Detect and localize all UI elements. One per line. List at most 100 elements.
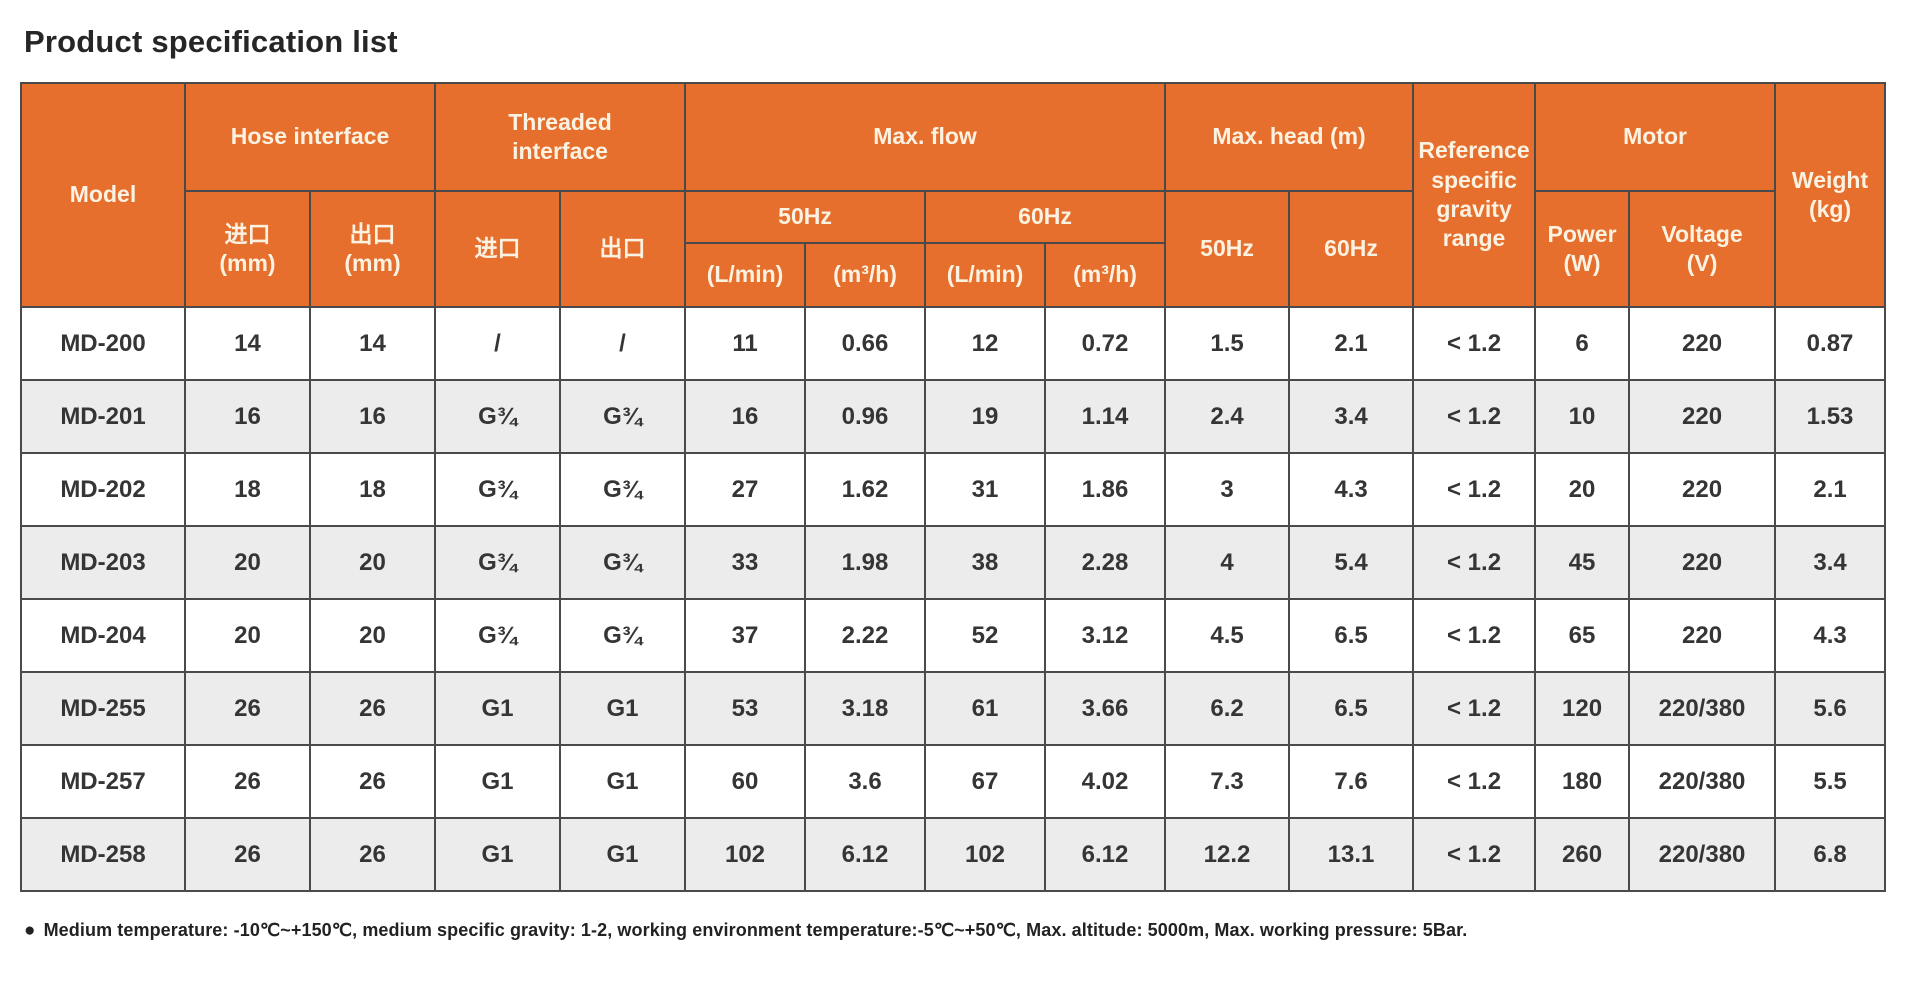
table-cell: 3.4: [1774, 525, 1887, 600]
model-cell: MD-257: [20, 744, 186, 819]
table-cell: G1: [559, 744, 687, 819]
table-cell: < 1.2: [1412, 598, 1537, 673]
table-cell: 2.1: [1774, 452, 1887, 527]
table-cell: 3.66: [1044, 671, 1167, 746]
page-title: Product specification list: [24, 24, 398, 59]
table-cell: 5.6: [1774, 671, 1887, 746]
table-cell: < 1.2: [1412, 817, 1537, 892]
spec-table-header: Model Hose interface Threaded interface …: [20, 82, 1887, 308]
model-cell: MD-258: [20, 817, 186, 892]
col-header-weight: Weight (kg): [1774, 82, 1887, 308]
table-cell: 6: [1534, 306, 1631, 381]
table-cell: 10: [1534, 379, 1631, 454]
table-cell: 180: [1534, 744, 1631, 819]
col-header-m3h-50: (m³/h): [804, 242, 927, 308]
table-cell: G1: [434, 744, 562, 819]
table-cell: 220: [1628, 598, 1777, 673]
table-cell: 11: [684, 306, 807, 381]
bullet-icon: ●: [24, 920, 36, 941]
table-cell: 4.3: [1774, 598, 1887, 673]
table-cell: 2.28: [1044, 525, 1167, 600]
table-cell: /: [559, 306, 687, 381]
table-cell: 0.96: [804, 379, 927, 454]
table-cell: G¾: [559, 379, 687, 454]
footnote: ● Medium temperature: -10℃~+150℃, medium …: [24, 920, 1920, 942]
table-cell: G¾: [434, 598, 562, 673]
table-row: MD-200 14 14//11 0.66 12 0.72 1.5 2.1 < 1.2 6 220 0…: [20, 306, 1887, 381]
col-header-threaded-interface: Threaded interface: [434, 82, 687, 192]
table-cell: 12.2: [1164, 817, 1291, 892]
model-cell: MD-203: [20, 525, 186, 600]
header-row-units: (L/min) (m³/h) (L/min) (m³/h): [21, 242, 1885, 308]
table-cell: G¾: [434, 379, 562, 454]
table-cell: 16: [308, 379, 437, 454]
col-header-hose-outlet: 出口 (mm): [308, 190, 437, 308]
table-cell: G1: [559, 671, 687, 746]
table-cell: 3.18: [804, 671, 927, 746]
spec-table-body: MD-200 14 14//11 0.66 12 0.72 1.5 2.1 < 1.2 6 220 0…: [20, 306, 1887, 892]
table-cell: 6.2: [1164, 671, 1291, 746]
table-cell: 6.5: [1288, 671, 1415, 746]
table-cell: 0.72: [1044, 306, 1167, 381]
table-row: MD-201 16 16 G¾ G¾ 16 0.96 19 1.14 2.4 3.4 < 1.2 10 2…: [20, 379, 1887, 454]
table-cell: 1.14: [1044, 379, 1167, 454]
table-cell: 2.4: [1164, 379, 1291, 454]
table-cell: G1: [559, 817, 687, 892]
col-header-head-50hz: 50Hz: [1164, 190, 1291, 308]
table-cell: 14: [308, 306, 437, 381]
table-cell: 3: [1164, 452, 1291, 527]
table-cell: G1: [434, 817, 562, 892]
table-cell: 16: [684, 379, 807, 454]
table-row: MD-257 26 26 G1 G1 60 3.6 67 4.02 7.3 7.6 < 1.2 180 2…: [20, 744, 1887, 819]
table-cell: 26: [184, 671, 311, 746]
table-cell: 102: [924, 817, 1047, 892]
table-cell: 18: [184, 452, 311, 527]
table-cell: < 1.2: [1412, 671, 1537, 746]
table-cell: G¾: [559, 598, 687, 673]
header-row-groups: Model Hose interface Threaded interface …: [20, 82, 1887, 308]
table-cell: 16: [184, 379, 311, 454]
table-cell: 26: [308, 671, 437, 746]
table-cell: < 1.2: [1412, 452, 1537, 527]
table-cell: 60: [684, 744, 807, 819]
table-cell: 2.22: [804, 598, 927, 673]
table-cell: 102: [684, 817, 807, 892]
table-cell: 5.5: [1774, 744, 1887, 819]
table-cell: 37: [684, 598, 807, 673]
table-cell: 65: [1534, 598, 1631, 673]
table-cell: 4.5: [1164, 598, 1291, 673]
col-header-max-flow: Max. flow: [684, 82, 1167, 192]
table-cell: 3.4: [1288, 379, 1415, 454]
col-header-reference-gravity: Reference specific gravity range: [1412, 82, 1537, 308]
table-cell: 1.53: [1774, 379, 1887, 454]
col-header-lmin-50: (L/min): [684, 242, 807, 308]
col-header-thread-inlet: 进口: [434, 190, 562, 308]
table-cell: 31: [924, 452, 1047, 527]
table-cell: 4: [1164, 525, 1291, 600]
table-cell: 19: [924, 379, 1047, 454]
table-row: MD-258 26 26 G1 G1 102 6.12 102 6.12 12.2 13.1 < 1.…: [20, 817, 1887, 892]
table-cell: 67: [924, 744, 1047, 819]
table-cell: 3.6: [804, 744, 927, 819]
table-cell: 5.4: [1288, 525, 1415, 600]
table-cell: 220: [1628, 306, 1777, 381]
col-header-head-60hz: 60Hz: [1288, 190, 1415, 308]
table-cell: 6.12: [804, 817, 927, 892]
table-cell: 12: [924, 306, 1047, 381]
table-row: MD-204 20 20 G¾ G¾ 37 2.22 52 3.12 4.5 6.5 < 1.2 65 2…: [20, 598, 1887, 673]
table-cell: 20: [184, 525, 311, 600]
table-cell: 20: [308, 598, 437, 673]
table-cell: 220/380: [1628, 671, 1777, 746]
col-header-flow-60hz: 60Hz: [924, 190, 1167, 244]
model-cell: MD-204: [20, 598, 186, 673]
table-cell: 260: [1534, 817, 1631, 892]
table-cell: 26: [184, 744, 311, 819]
table-cell: 18: [308, 452, 437, 527]
table-cell: 6.8: [1774, 817, 1887, 892]
col-header-m3h-60: (m³/h): [1044, 242, 1167, 308]
table-cell: 27: [684, 452, 807, 527]
table-cell: G1: [434, 671, 562, 746]
col-header-power: Power (W): [1534, 190, 1631, 308]
model-cell: MD-200: [20, 306, 186, 381]
